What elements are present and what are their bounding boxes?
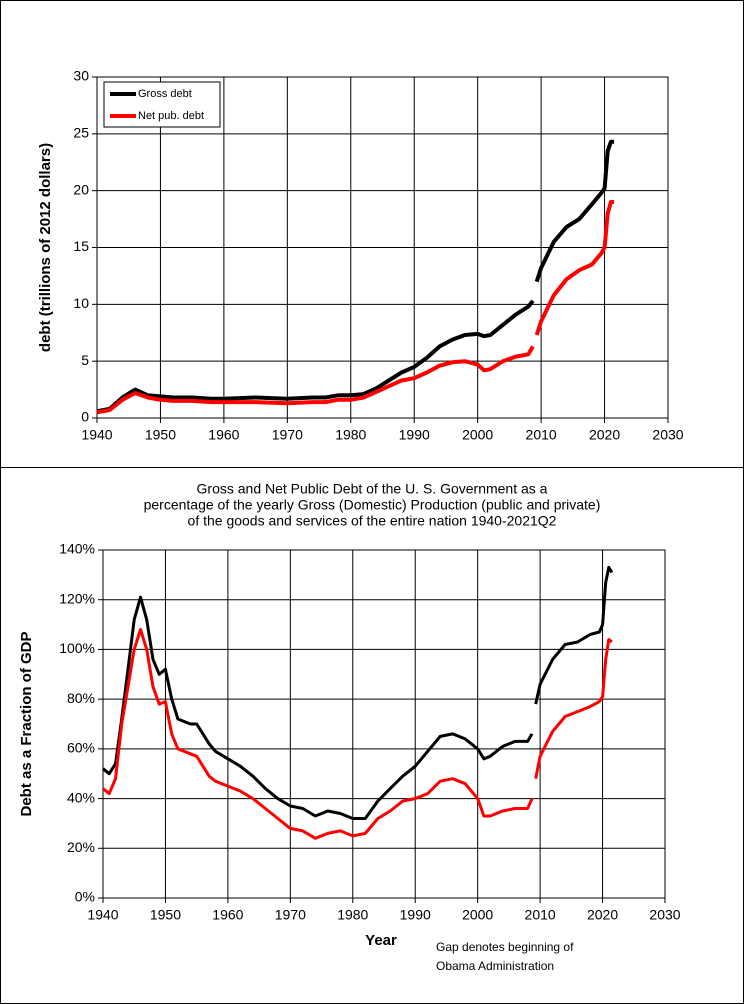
x-tick-label: 1940 <box>81 427 112 443</box>
x-tick-label: 1940 <box>87 907 118 923</box>
y-tick-label: 120% <box>59 590 95 606</box>
annotation: Gap denotes beginning of <box>436 940 574 954</box>
y-axis-label: debt (trillions of 2012 dollars) <box>37 143 54 352</box>
data-line <box>96 200 615 415</box>
legend-box <box>103 81 221 128</box>
y-tick-label: 15 <box>73 238 89 254</box>
y-axis-label: Debt as a Fraction of GDP <box>18 631 35 816</box>
y-tick-label: 80% <box>67 690 95 706</box>
y-tick-label: 140% <box>59 541 95 557</box>
legend-label: Net pub. debt <box>138 110 204 122</box>
x-tick-label: 1980 <box>335 427 366 443</box>
data-line <box>96 139 615 414</box>
y-tick-label: 20% <box>67 839 95 855</box>
y-tick-label: 40% <box>67 789 95 805</box>
chart-title: Gross and Net Public Debt of the U. S. G… <box>197 481 548 497</box>
legend-label: Gross debt <box>138 88 192 100</box>
x-tick-label: 1960 <box>212 907 243 923</box>
x-tick-label: 1950 <box>145 427 176 443</box>
x-tick-label: 2030 <box>649 907 680 923</box>
x-tick-label: 1980 <box>337 907 368 923</box>
x-tick-label: 2010 <box>525 907 556 923</box>
y-tick-label: 20 <box>73 181 89 197</box>
x-tick-label: 2020 <box>589 427 620 443</box>
x-axis-label: Year <box>365 932 397 949</box>
y-tick-label: 25 <box>73 125 89 141</box>
y-tick-label: 60% <box>67 740 95 756</box>
x-tick-label: 1990 <box>400 907 431 923</box>
x-tick-label: 1970 <box>272 427 303 443</box>
annotation: Obama Administration <box>436 959 554 973</box>
x-tick-label: 1970 <box>275 907 306 923</box>
x-tick-label: 2030 <box>652 427 683 443</box>
y-tick-label: 0 <box>81 409 89 425</box>
data-line <box>102 565 614 820</box>
x-tick-label: 1950 <box>150 907 181 923</box>
y-tick-label: 10 <box>73 295 89 311</box>
y-tick-label: 100% <box>59 640 95 656</box>
x-tick-label: 2000 <box>462 907 493 923</box>
x-tick-label: 1960 <box>208 427 239 443</box>
plot-frame <box>102 549 666 899</box>
y-tick-label: 30 <box>73 68 89 84</box>
x-tick-label: 2020 <box>587 907 618 923</box>
y-tick-label: 0% <box>75 889 95 905</box>
x-tick-label: 2000 <box>462 427 493 443</box>
chart-title: of the goods and services of the entire … <box>188 513 557 529</box>
x-tick-label: 1990 <box>399 427 430 443</box>
chart-title: percentage of the yearly Gross (Domestic… <box>144 497 601 513</box>
y-tick-label: 5 <box>81 352 89 368</box>
data-line <box>102 628 613 840</box>
plot-frame <box>96 76 669 419</box>
x-tick-label: 2010 <box>526 427 557 443</box>
